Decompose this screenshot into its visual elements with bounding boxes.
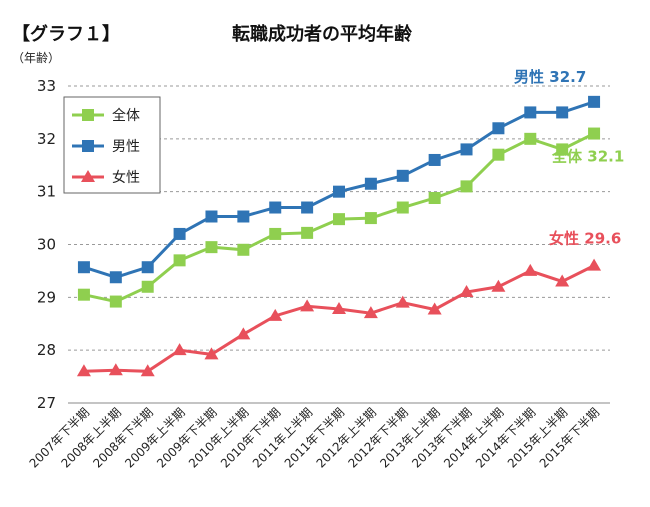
data-point [428, 153, 441, 166]
data-point [396, 201, 409, 214]
series-end-label: 全体 32.1 [551, 148, 624, 166]
data-point [172, 343, 187, 356]
legend-label: 女性 [112, 169, 140, 186]
data-point [269, 227, 282, 240]
data-point [140, 364, 155, 377]
data-point [77, 261, 90, 274]
data-point [205, 241, 218, 254]
y-axis-ticks: 27 28 29 30 31 32 33 [37, 77, 56, 412]
data-point [109, 271, 122, 284]
data-point [269, 201, 282, 214]
series-end-label: 男性 32.7 [514, 68, 586, 86]
data-point [523, 263, 538, 276]
series-line [83, 264, 595, 373]
data-point [173, 227, 186, 240]
legend-marker [82, 140, 94, 152]
data-point [301, 226, 314, 239]
data-point [492, 122, 505, 135]
y-tick-label: 28 [37, 341, 56, 359]
data-point [524, 106, 537, 119]
data-point [460, 143, 473, 156]
y-axis-unit: （年齢） [12, 50, 60, 65]
chart-title: 転職成功者の平均年齢 [232, 23, 413, 45]
chart-tag: 【グラフ１】 [12, 23, 120, 45]
data-point [333, 213, 345, 226]
data-point [77, 288, 90, 301]
series-end-label: 女性 29.6 [549, 230, 621, 248]
data-point [491, 279, 506, 292]
data-point [141, 280, 154, 293]
y-tick-label: 29 [37, 288, 56, 306]
data-point [587, 258, 602, 271]
data-point [492, 148, 505, 161]
data-point [556, 106, 569, 119]
data-point [300, 299, 315, 312]
data-point [301, 201, 314, 214]
legend-label: 男性 [112, 139, 140, 155]
data-point [364, 177, 377, 190]
data-point [396, 169, 409, 182]
end-labels: 全体 32.1 男性 32.7 女性 29.6 [514, 68, 624, 248]
data-point [205, 210, 218, 223]
data-point [109, 295, 122, 308]
data-point [204, 347, 219, 360]
data-point [524, 132, 537, 145]
legend-label: 全体 [112, 107, 140, 124]
data-point [332, 301, 346, 314]
series-group [76, 95, 602, 377]
data-point [173, 254, 186, 267]
data-point [459, 285, 474, 298]
data-point [428, 192, 441, 205]
y-tick-label: 33 [37, 77, 56, 95]
legend-marker [82, 109, 94, 121]
data-point [427, 302, 442, 315]
legend-marker [81, 170, 95, 182]
data-point [588, 95, 601, 108]
data-point [76, 364, 91, 377]
data-point [588, 127, 601, 140]
data-point [364, 212, 377, 225]
data-point [556, 143, 569, 156]
y-tick-label: 27 [37, 394, 56, 412]
data-point [460, 180, 473, 193]
y-tick-label: 31 [37, 183, 56, 201]
data-point [237, 210, 250, 223]
data-point [363, 306, 378, 319]
y-tick-label: 32 [37, 130, 56, 148]
data-point [333, 185, 345, 198]
data-point [236, 327, 251, 340]
y-tick-label: 30 [37, 236, 56, 254]
data-point [141, 261, 154, 274]
data-point [555, 274, 570, 287]
data-point [395, 295, 410, 308]
x-axis-ticks: 2007年下半期2008年上半期2008年下半期2009年上半期2009年下半期… [27, 405, 603, 470]
data-point [237, 243, 250, 256]
data-point [108, 363, 123, 376]
data-point [268, 308, 283, 321]
